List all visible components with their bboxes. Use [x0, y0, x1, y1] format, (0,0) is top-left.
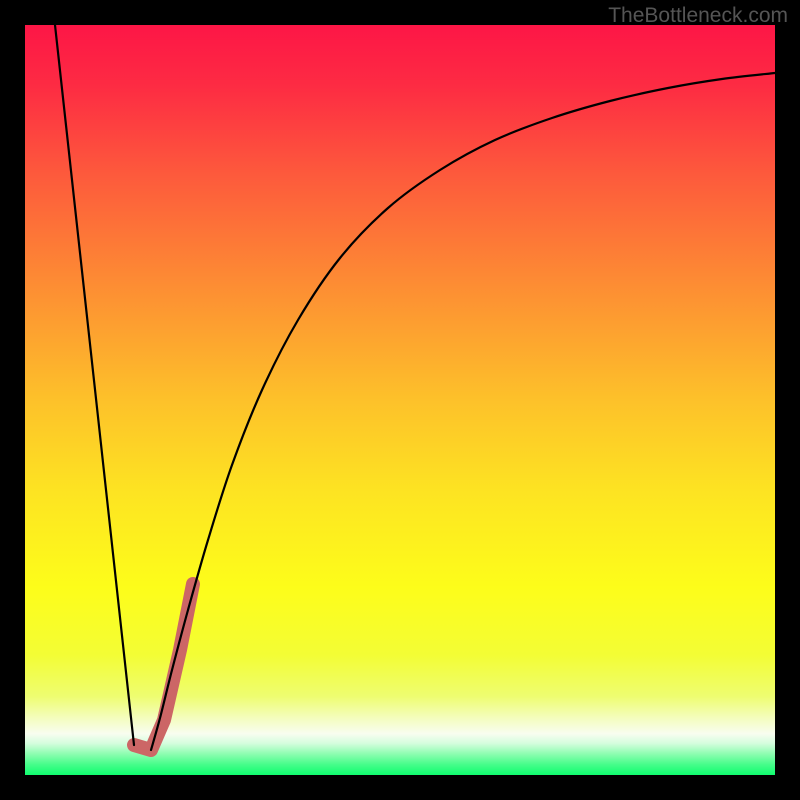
watermark-text: TheBottleneck.com [608, 4, 788, 28]
bottleneck-chart [0, 0, 800, 800]
chart-container: TheBottleneck.com [0, 0, 800, 800]
plot-area [25, 25, 775, 775]
